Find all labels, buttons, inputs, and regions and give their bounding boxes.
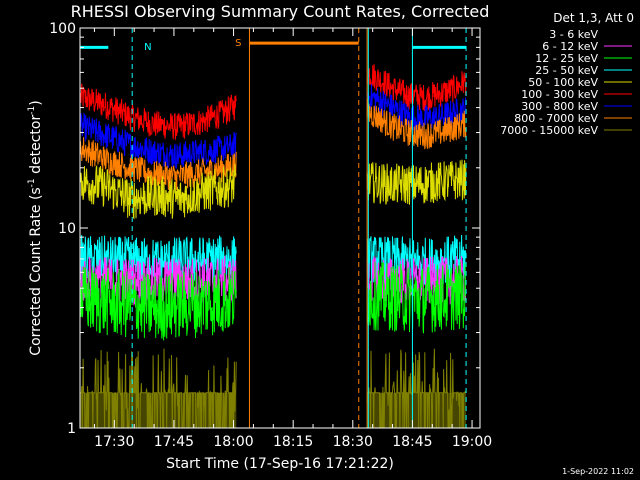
y-tick-label: 1 xyxy=(67,421,76,437)
flag-label-n: N xyxy=(144,42,151,53)
legend-entry-label: 800 - 7000 keV xyxy=(514,112,598,125)
y-tick-label: 100 xyxy=(49,21,76,37)
plot-data-layer xyxy=(80,64,467,429)
series-trace xyxy=(80,164,237,220)
chart-title: RHESSI Observing Summary Count Rates, Co… xyxy=(71,2,490,21)
olive-floor-band xyxy=(367,392,467,428)
x-tick-label: 18:30 xyxy=(333,434,373,450)
flag-label-s: S xyxy=(235,38,241,49)
series-trace xyxy=(366,261,467,334)
y-axis-label-part2: detector xyxy=(28,115,44,179)
legend-entry-label: 100 - 300 keV xyxy=(521,88,598,101)
legend-entry-label: 25 - 50 keV xyxy=(535,64,598,77)
x-axis-label: Start Time (17-Sep-16 17:21:22) xyxy=(166,456,394,472)
y-axis-label-sup2: -1 xyxy=(27,106,37,115)
legend-entry-label: 3 - 6 keV xyxy=(549,28,598,41)
flag-N-0 xyxy=(80,28,133,428)
series-trace xyxy=(80,255,237,306)
x-tick-label: 17:30 xyxy=(94,434,134,450)
legend-entry-label: 6 - 12 keV xyxy=(542,40,598,53)
series-trace xyxy=(366,98,467,150)
legend-entry-label: 300 - 800 keV xyxy=(521,100,598,113)
x-tick-label: 18:00 xyxy=(213,434,253,450)
y-axis-label: Corrected Count Rate (s-1 detector-1) xyxy=(27,100,44,355)
legend-entry-label: 7000 - 15000 keV xyxy=(500,124,598,137)
axes-layer: 17:30 17:45 18:00 18:15 18:30 18:45 19:00 1 10 10… xyxy=(49,21,492,450)
footer-timestamp: 1-Sep-2022 11:02 xyxy=(562,467,634,476)
series-trace xyxy=(366,159,467,205)
x-tick-label: 18:15 xyxy=(273,434,313,450)
series-trace xyxy=(80,266,237,341)
flag-S-1 xyxy=(248,28,360,428)
y-tick-label: 10 xyxy=(58,221,76,237)
y-axis-label-part1: Corrected Count Rate (s xyxy=(28,187,44,355)
series-trace xyxy=(80,112,237,169)
series-12-25-kev xyxy=(80,261,467,341)
y-axis-label-sup1: -1 xyxy=(27,178,37,187)
series-50-100-kev xyxy=(80,159,467,220)
y-axis-label-part3: ) xyxy=(28,100,44,105)
series-trace xyxy=(80,235,237,285)
x-tick-label: 19:00 xyxy=(452,434,492,450)
legend-entry-label: 12 - 25 keV xyxy=(535,52,598,65)
olive-floor-band xyxy=(80,392,237,428)
x-tick-label: 17:45 xyxy=(154,434,194,450)
series-trace xyxy=(80,83,237,140)
flag-bar-2 xyxy=(411,28,467,428)
legend-entry-label: 50 - 100 keV xyxy=(528,76,598,89)
legend-title: Det 1,3, Att 0 xyxy=(553,11,634,25)
x-tick-label: 18:45 xyxy=(392,434,432,450)
